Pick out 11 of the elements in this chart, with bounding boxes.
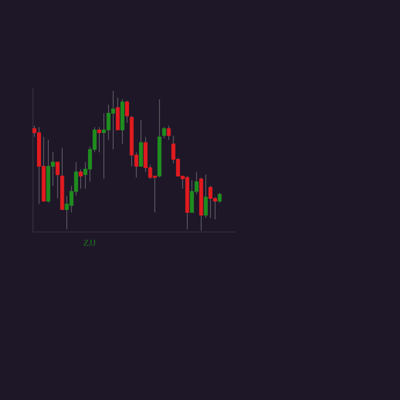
x-axis-title: ZJJ <box>84 240 96 246</box>
candlestick <box>162 126 166 139</box>
candlestick <box>218 192 222 203</box>
candlestick <box>204 174 208 218</box>
candlestick <box>166 125 171 140</box>
candlestick <box>97 126 102 153</box>
candlestick <box>116 98 120 130</box>
candlestick <box>138 120 143 167</box>
candlestick <box>125 100 130 124</box>
candlestick <box>78 168 83 189</box>
candlestick <box>56 162 60 199</box>
